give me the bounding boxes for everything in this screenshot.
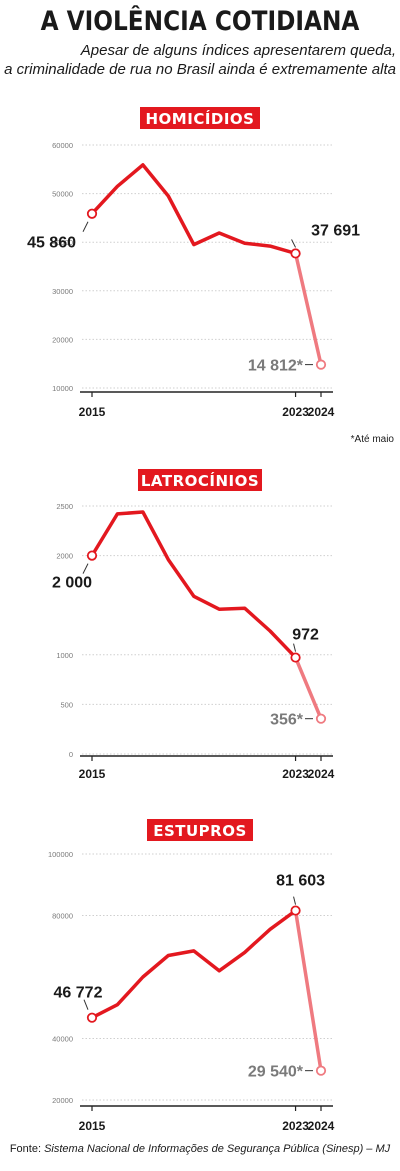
- leader-line: [293, 643, 297, 652]
- chart-title: LATROCÍNIOS: [141, 471, 259, 490]
- y-tick-label: 30000: [52, 287, 73, 296]
- first-point: [86, 208, 98, 219]
- y-tick-label: 500: [60, 700, 73, 709]
- source-prefix: Fonte:: [9, 1143, 45, 1155]
- point-2024: [315, 713, 327, 724]
- series-line: [90, 510, 298, 660]
- x-tick-label: 2024: [308, 767, 335, 781]
- first-value-label: 46 772: [54, 985, 103, 1002]
- first-value-label: 2 000: [52, 575, 92, 592]
- source-text: Sistema Nacional de Informações de Segur…: [44, 1143, 391, 1155]
- first-point: [86, 1012, 98, 1023]
- value-2023-label: 972: [292, 627, 319, 644]
- x-tick-label: 2023: [282, 767, 309, 781]
- x-tick-label: 2015: [79, 1119, 106, 1133]
- estupros-chart: ESTUPROS 20000 40000 80000 100000 2015 2023202…: [48, 819, 335, 1133]
- value-2024-label: 14 812*: [248, 358, 304, 375]
- y-tick-label: 10000: [52, 384, 73, 393]
- y-tick-label: 0: [69, 750, 73, 759]
- first-value-label: 45 860: [27, 235, 76, 252]
- source-footer: Fonte: Sistema Nacional de Informações d…: [0, 1143, 400, 1155]
- series-line-partial: [293, 655, 323, 721]
- x-tick-label: 2015: [79, 405, 106, 419]
- leader-line: [82, 221, 89, 232]
- leader-line: [291, 239, 297, 248]
- leader-line: [82, 563, 89, 574]
- x-tick-label: 2024: [308, 1119, 335, 1133]
- leader-line: [83, 999, 89, 1010]
- chart-title-banner: [140, 107, 260, 129]
- x-tick-label: 2023: [282, 405, 309, 419]
- y-tick-label: 40000: [52, 238, 73, 247]
- point-2024: [315, 359, 327, 370]
- value-2024-label: 29 540*: [248, 1064, 304, 1081]
- chart-title: HOMICÍDIOS: [146, 109, 255, 128]
- point-2024: [315, 1065, 327, 1076]
- subtitle-line-2: a criminalidade de rua no Brasil ainda é…: [4, 61, 396, 78]
- y-tick-label: 1000: [56, 651, 73, 660]
- first-point: [86, 550, 98, 561]
- subtitle-line-1: Apesar de alguns índices apresentarem qu…: [80, 42, 396, 59]
- series-line: [90, 163, 298, 256]
- chart-title: ESTUPROS: [153, 822, 247, 840]
- value-2023-label: 37 691: [311, 222, 360, 239]
- series-line-partial: [293, 908, 323, 1073]
- page-title: A VIOLÊNCIA COTIDIANA: [40, 6, 360, 37]
- point-2023: [290, 905, 301, 916]
- x-tick-label: 2024: [308, 405, 335, 419]
- y-tick-label: 50000: [52, 190, 73, 199]
- y-tick-label: 2000: [56, 552, 73, 561]
- point-2023: [290, 652, 301, 663]
- series-line: [90, 908, 298, 1020]
- x-tick-label: 2015: [79, 767, 106, 781]
- chart-title-banner: [138, 469, 262, 491]
- y-tick-label: 80000: [52, 912, 73, 921]
- chart-title-banner: [147, 819, 253, 841]
- y-tick-label: 20000: [52, 335, 73, 344]
- value-2023-label: 81 603: [276, 873, 325, 890]
- value-2024-label: 356*: [270, 712, 304, 729]
- page-subtitle: Apesar de alguns índices apresentarem qu…: [0, 41, 396, 79]
- y-tick-label: 60000: [52, 141, 73, 150]
- y-tick-label: 40000: [52, 1035, 73, 1044]
- point-2023: [290, 248, 301, 259]
- y-tick-label: 20000: [52, 1096, 73, 1105]
- homicidios-chart: HOMICÍDIOS 10000 20000 30000 40000 50000 60000…: [27, 107, 395, 445]
- leader-line: [293, 896, 297, 905]
- x-tick-label: 2023: [282, 1119, 309, 1133]
- y-tick-label: 2500: [56, 502, 73, 511]
- y-tick-label: 100000: [48, 850, 73, 859]
- series-line-partial: [293, 251, 323, 367]
- chart-footnote: *Até maio: [351, 434, 395, 445]
